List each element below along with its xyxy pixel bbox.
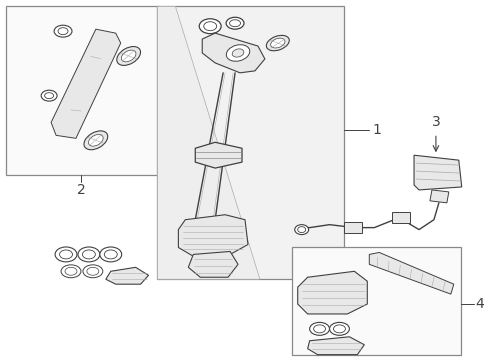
Ellipse shape bbox=[104, 250, 117, 259]
Polygon shape bbox=[414, 155, 462, 190]
Ellipse shape bbox=[65, 267, 77, 275]
Ellipse shape bbox=[41, 90, 57, 101]
Ellipse shape bbox=[45, 93, 53, 99]
Polygon shape bbox=[308, 337, 365, 355]
Polygon shape bbox=[369, 252, 454, 294]
Polygon shape bbox=[430, 190, 449, 203]
Ellipse shape bbox=[100, 247, 122, 262]
Ellipse shape bbox=[199, 19, 221, 33]
Bar bbox=[157, 6, 344, 279]
Text: 1: 1 bbox=[372, 123, 381, 138]
Polygon shape bbox=[202, 33, 265, 73]
Ellipse shape bbox=[204, 22, 217, 31]
Polygon shape bbox=[178, 215, 248, 257]
Bar bbox=[292, 247, 461, 355]
Ellipse shape bbox=[54, 25, 72, 37]
Ellipse shape bbox=[226, 17, 244, 29]
Ellipse shape bbox=[84, 131, 108, 150]
Ellipse shape bbox=[230, 20, 241, 27]
Bar bbox=[344, 222, 362, 233]
Polygon shape bbox=[106, 267, 148, 284]
Ellipse shape bbox=[226, 45, 250, 61]
Ellipse shape bbox=[232, 49, 244, 57]
Ellipse shape bbox=[61, 265, 81, 278]
Text: 2: 2 bbox=[76, 183, 85, 197]
Ellipse shape bbox=[267, 35, 289, 51]
Ellipse shape bbox=[310, 323, 329, 335]
Ellipse shape bbox=[78, 247, 100, 262]
Ellipse shape bbox=[270, 38, 285, 48]
Ellipse shape bbox=[82, 250, 96, 259]
Ellipse shape bbox=[334, 325, 345, 333]
Ellipse shape bbox=[298, 227, 306, 233]
Ellipse shape bbox=[329, 323, 349, 335]
Ellipse shape bbox=[83, 265, 103, 278]
Polygon shape bbox=[298, 271, 368, 314]
Text: 4: 4 bbox=[476, 297, 485, 311]
Bar bbox=[6, 6, 161, 175]
Ellipse shape bbox=[58, 28, 68, 35]
Text: 3: 3 bbox=[432, 116, 441, 129]
Ellipse shape bbox=[117, 46, 141, 66]
Polygon shape bbox=[157, 6, 260, 279]
Ellipse shape bbox=[55, 247, 77, 262]
Polygon shape bbox=[188, 251, 238, 277]
Bar bbox=[392, 212, 410, 223]
Polygon shape bbox=[196, 142, 242, 168]
Polygon shape bbox=[51, 29, 121, 138]
Ellipse shape bbox=[60, 250, 73, 259]
Ellipse shape bbox=[314, 325, 325, 333]
Ellipse shape bbox=[122, 50, 136, 62]
Ellipse shape bbox=[89, 134, 103, 146]
Ellipse shape bbox=[294, 225, 309, 235]
Ellipse shape bbox=[87, 267, 99, 275]
